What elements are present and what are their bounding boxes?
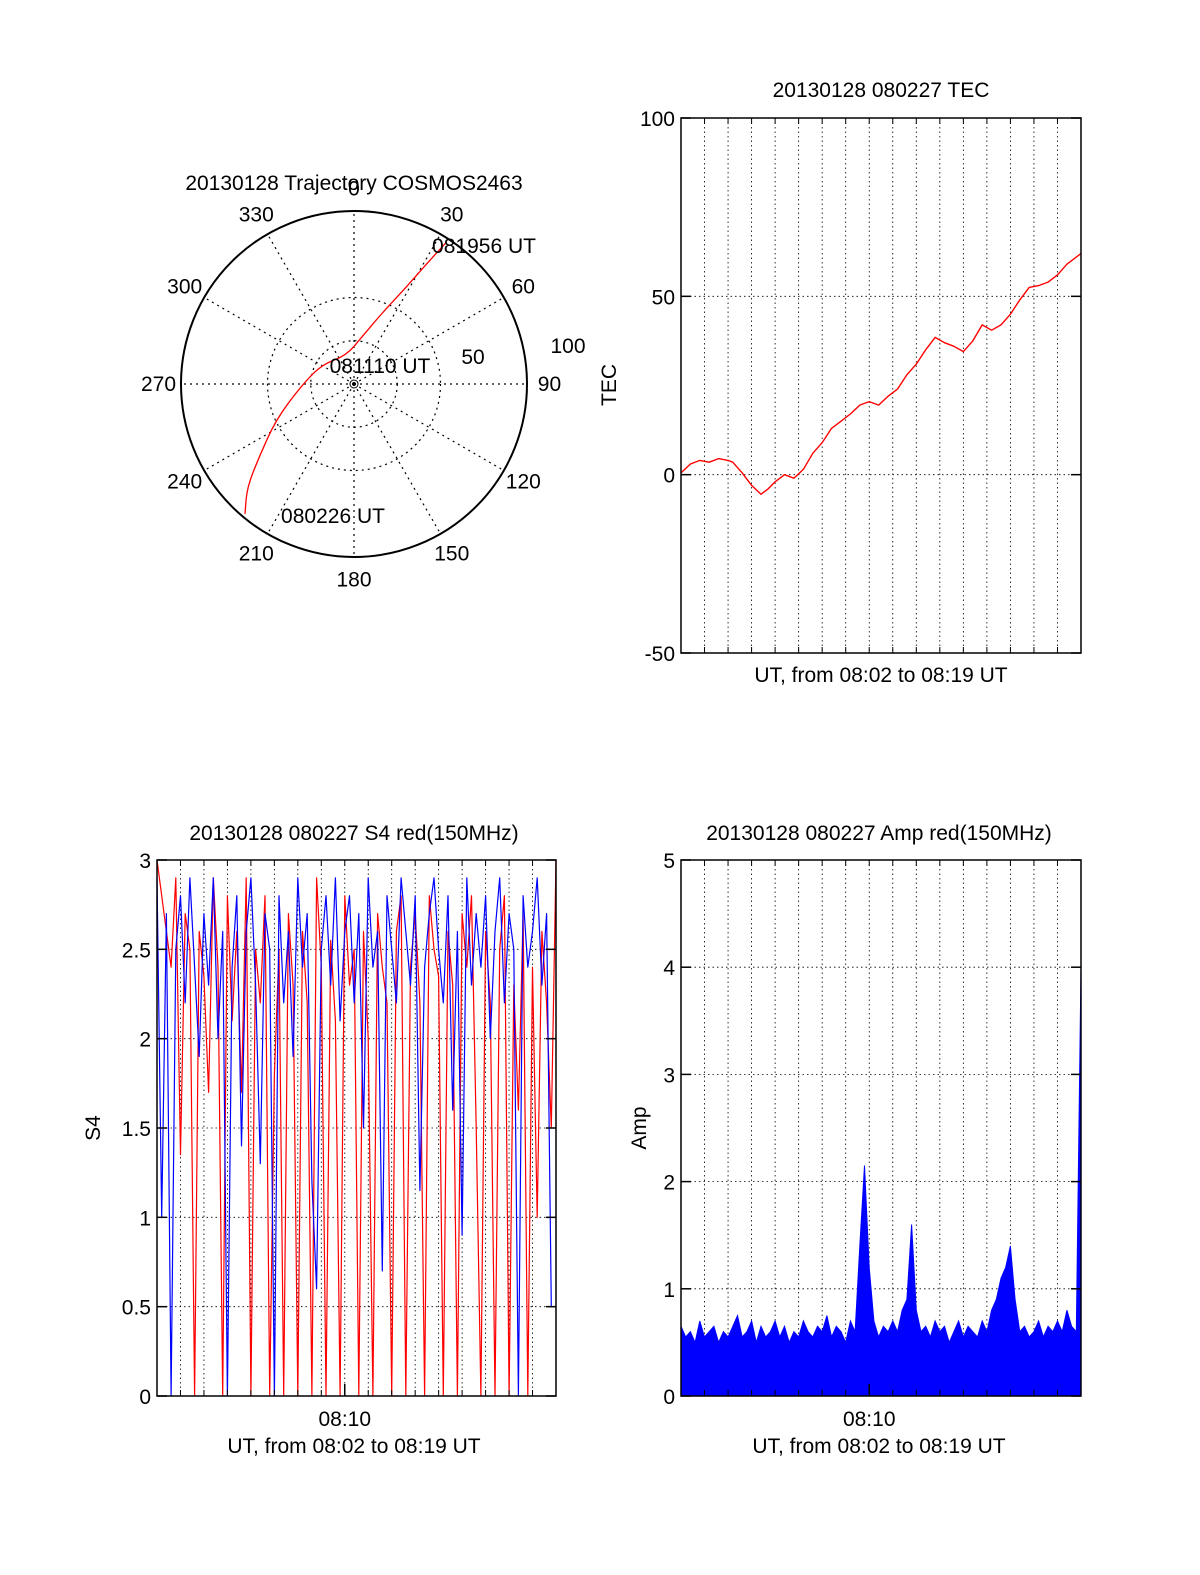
polar-azimuth-labels: 0 30 60 90 120 150 180 210 240 270 300 330	[141, 178, 561, 592]
y-tick-label: 0	[139, 1386, 151, 1409]
polar-azimuth-label: 120	[506, 471, 541, 494]
y-tick-label: 5	[663, 850, 675, 873]
polar-azimuth-label: 240	[167, 471, 202, 494]
s4-xlabel: UT, from 08:02 to 08:19 UT	[227, 1435, 480, 1458]
polar-grid-spoke	[353, 383, 505, 472]
polar-annotation-label: 081956 UT	[432, 235, 536, 258]
amp-plot-area: 0 1 2 3 4 5 08:10	[663, 850, 1082, 1431]
polar-grid	[180, 210, 528, 558]
polar-trajectory-panel: 20130128 Trajectory COSMOS2463 0 30 60 90 12…	[141, 172, 586, 591]
polar-grid-spoke	[353, 296, 505, 385]
y-tick-label: 0.5	[122, 1297, 151, 1320]
polar-annotation-label: 080226 UT	[281, 505, 385, 528]
polar-radial-labels: 50 100	[461, 335, 585, 369]
polar-azimuth-label: 300	[167, 275, 202, 298]
series-line-0	[156, 859, 557, 1397]
y-tick-label: 100	[640, 108, 675, 131]
polar-grid-spoke	[203, 383, 355, 472]
y-tick-label: 3	[139, 850, 151, 873]
tec-xlabel: UT, from 08:02 to 08:19 UT	[754, 664, 1007, 687]
polar-azimuth-label: 210	[239, 542, 274, 565]
y-tick-label: 1	[139, 1207, 151, 1230]
y-tick-label: 4	[663, 957, 675, 980]
polar-outer-circle	[180, 210, 528, 558]
y-tick-label: 0	[663, 465, 675, 488]
polar-trajectory-series	[244, 242, 446, 514]
polar-annotations: 081956 UT 081110 UT 080226 UT	[281, 235, 536, 528]
y-tick-label: 2	[663, 1172, 675, 1195]
s4-ylabel: S4	[82, 1115, 105, 1141]
polar-azimuth-label: 60	[512, 275, 535, 298]
x-tick-label: 08:10	[843, 1408, 896, 1431]
amp-ylabel: Amp	[628, 1106, 651, 1149]
tec-panel: 20130128 080227 TEC UT, from 08:02 to 08…	[598, 79, 1082, 687]
y-tick-label: 2	[139, 1029, 151, 1052]
polar-grid-spoke	[203, 296, 355, 385]
polar-azimuth-label: 150	[434, 542, 469, 565]
polar-annotation-label: 081110 UT	[330, 355, 431, 378]
tec-plot-area: -50 0 50 100	[640, 108, 1082, 666]
plot-frame	[680, 117, 1082, 654]
amp-title: 20130128 080227 Amp red(150MHz)	[706, 822, 1052, 845]
series-area-0	[680, 967, 1082, 1397]
plot-frame	[680, 859, 1082, 1397]
s4-plot-area: 0 0.5 1 1.5 2 2.5 3 08:10	[122, 850, 557, 1431]
polar-grid-spoke	[353, 233, 442, 385]
polar-azimuth-label: 30	[440, 204, 463, 227]
polar-grid-spoke	[266, 233, 355, 385]
series-line-0	[680, 252, 1082, 495]
polar-azimuth-label: 330	[239, 204, 274, 227]
polar-grid-spoke	[266, 383, 355, 535]
y-tick-label: 1	[663, 1279, 675, 1302]
y-tick-label: 0	[663, 1386, 675, 1409]
s4-panel: 20130128 080227 S4 red(150MHz) UT, from …	[82, 822, 557, 1458]
polar-title: 20130128 Trajectory COSMOS2463	[185, 172, 522, 195]
polar-azimuth-label: 90	[538, 373, 561, 396]
amp-xlabel: UT, from 08:02 to 08:19 UT	[752, 1435, 1005, 1458]
polar-radial-label: 50	[461, 346, 484, 369]
y-tick-label: 1.5	[122, 1118, 151, 1141]
amp-panel: 20130128 080227 Amp red(150MHz) UT, from…	[628, 822, 1082, 1458]
polar-radial-label: 100	[550, 335, 585, 358]
polar-azimuth-label: 0	[348, 178, 360, 201]
y-tick-label: 2.5	[122, 939, 151, 962]
series-line-1	[156, 877, 556, 1397]
tec-ylabel: TEC	[598, 364, 621, 406]
y-tick-label: 50	[652, 286, 675, 309]
polar-azimuth-label: 270	[141, 373, 176, 396]
polar-center-marker	[349, 379, 359, 389]
polar-trajectory-line	[244, 242, 446, 514]
s4-title: 20130128 080227 S4 red(150MHz)	[189, 822, 518, 845]
y-tick-label: -50	[645, 643, 675, 666]
y-tick-label: 3	[663, 1064, 675, 1087]
polar-grid-ring	[266, 296, 442, 472]
polar-grid-spoke	[353, 383, 442, 535]
x-tick-label: 08:10	[318, 1408, 371, 1431]
polar-azimuth-label: 180	[336, 568, 371, 591]
tec-title: 20130128 080227 TEC	[773, 79, 990, 102]
